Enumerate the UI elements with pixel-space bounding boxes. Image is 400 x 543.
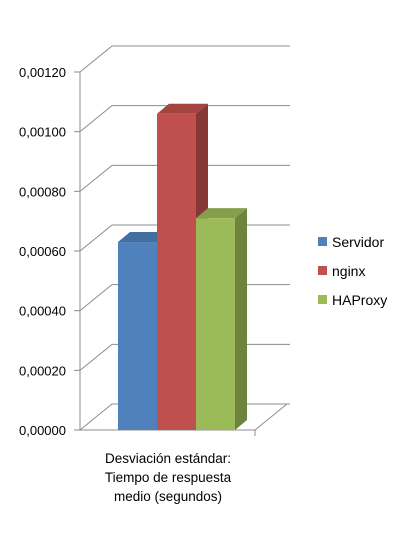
bar-top <box>157 103 208 114</box>
gridline <box>79 45 290 73</box>
category-label-line-3: medio (segundos) <box>114 489 222 504</box>
category-label-line-1: Desviación estándar: <box>105 451 231 466</box>
category-label-line-2: Tiempo de respuesta <box>105 470 232 485</box>
bar-side <box>235 208 247 430</box>
y-tick-label: 0,00100 <box>19 125 66 140</box>
bar-top <box>196 208 247 219</box>
gridlines <box>74 45 290 436</box>
y-tick-label: 0,00040 <box>19 304 66 319</box>
legend-item-nginx: nginx <box>318 262 387 279</box>
legend: Servidor nginx HAProxy <box>318 233 387 320</box>
legend-item-servidor: Servidor <box>318 233 387 250</box>
legend-label-nginx: nginx <box>332 262 366 279</box>
legend-swatch-servidor <box>318 237 327 246</box>
floor-side-edge <box>254 403 288 431</box>
legend-label-haproxy: HAProxy <box>332 291 388 308</box>
legend-item-haproxy: HAProxy <box>318 291 387 308</box>
bar-nginx <box>157 103 208 431</box>
gridline <box>79 164 290 192</box>
y-tick-label: 0,00000 <box>19 423 66 438</box>
y-tick-label: 0,00120 <box>19 65 66 80</box>
bar-front <box>157 113 196 431</box>
bar-haproxy <box>196 208 247 430</box>
legend-swatch-nginx <box>318 266 327 275</box>
bars <box>118 103 247 431</box>
y-tick-label: 0,00060 <box>19 244 66 259</box>
legend-label-servidor: Servidor <box>332 233 385 250</box>
gridline <box>79 105 290 133</box>
legend-swatch-haproxy <box>318 295 327 304</box>
y-tick-label: 0,00020 <box>19 363 66 378</box>
bar-front <box>196 218 235 430</box>
bar-top <box>118 232 169 243</box>
y-tick-label: 0,00080 <box>19 184 66 199</box>
y-axis-tick-labels: 0,00000 0,00020 0,00040 0,00060 0,00080 0,001… <box>19 65 66 438</box>
bar-front <box>118 242 157 430</box>
